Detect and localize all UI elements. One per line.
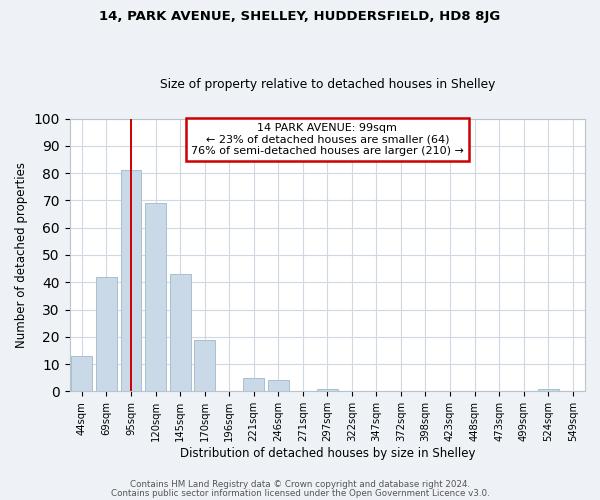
Bar	[96, 277, 117, 392]
Text: Contains public sector information licensed under the Open Government Licence v3: Contains public sector information licen…	[110, 489, 490, 498]
X-axis label: Distribution of detached houses by size in Shelley: Distribution of detached houses by size …	[179, 447, 475, 460]
Y-axis label: Number of detached properties: Number of detached properties	[15, 162, 28, 348]
Bar	[194, 340, 215, 392]
Bar	[538, 388, 559, 392]
Bar	[121, 170, 142, 392]
Bar	[268, 380, 289, 392]
Title: Size of property relative to detached houses in Shelley: Size of property relative to detached ho…	[160, 78, 495, 91]
Text: Contains HM Land Registry data © Crown copyright and database right 2024.: Contains HM Land Registry data © Crown c…	[130, 480, 470, 489]
Text: 14 PARK AVENUE: 99sqm
← 23% of detached houses are smaller (64)
76% of semi-deta: 14 PARK AVENUE: 99sqm ← 23% of detached …	[191, 122, 464, 156]
Bar	[317, 388, 338, 392]
Bar	[71, 356, 92, 392]
Bar	[145, 203, 166, 392]
Bar	[170, 274, 191, 392]
Text: 14, PARK AVENUE, SHELLEY, HUDDERSFIELD, HD8 8JG: 14, PARK AVENUE, SHELLEY, HUDDERSFIELD, …	[100, 10, 500, 23]
Bar	[243, 378, 264, 392]
